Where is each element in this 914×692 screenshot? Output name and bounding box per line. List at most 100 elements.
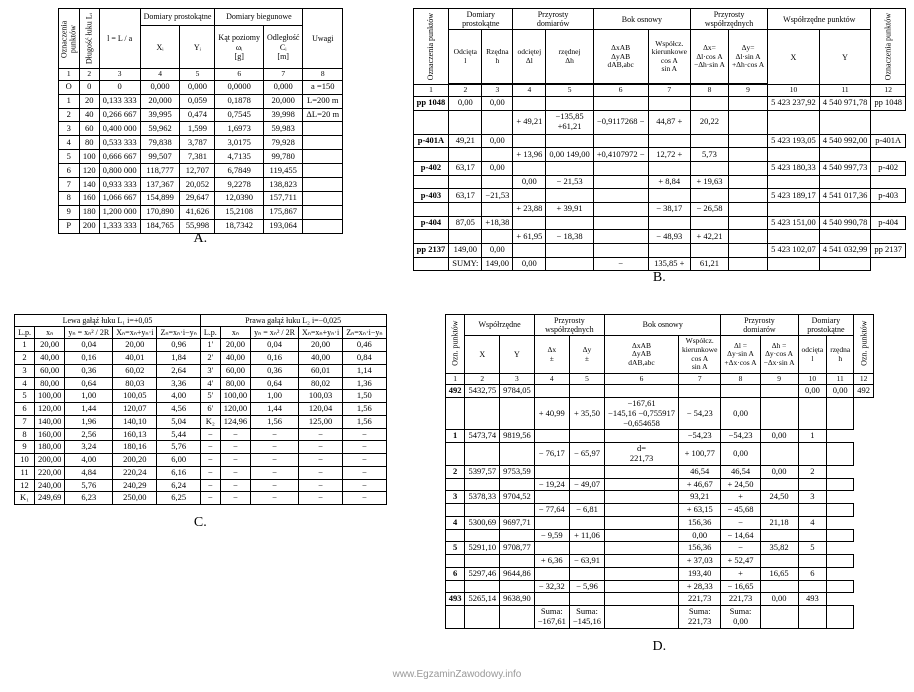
cell: 7,381 bbox=[180, 150, 215, 164]
table-row: 51000,666 66799,5077,3814,713599,780 bbox=[58, 150, 343, 164]
cell: − 9,59 bbox=[534, 529, 569, 542]
cell bbox=[728, 257, 767, 271]
cell: − bbox=[298, 479, 342, 492]
cell: 40,00 bbox=[220, 352, 250, 365]
cell: 156,36 bbox=[679, 516, 721, 529]
table-row: 1200,133 33320,0000,0590,187820,000L=200… bbox=[58, 94, 343, 108]
cell bbox=[648, 243, 690, 257]
cell bbox=[605, 580, 679, 593]
cell: 493 bbox=[445, 593, 465, 606]
cell: 6,16 bbox=[157, 466, 200, 479]
cell: 125,00 bbox=[298, 415, 342, 428]
cell: 193,40 bbox=[679, 567, 721, 580]
table-row: p-40363,17−21,535 423 189,174 541 017,36… bbox=[413, 189, 905, 203]
cell: − bbox=[298, 466, 342, 479]
cell bbox=[605, 542, 679, 555]
cell: 20 bbox=[79, 94, 99, 108]
colnum: 11 bbox=[819, 85, 871, 97]
cell: − 49,07 bbox=[569, 478, 604, 491]
cell: 221,73 bbox=[679, 593, 721, 606]
cell: 160,13 bbox=[113, 428, 157, 441]
table-row: 3600,400 00059,9621,5991,697359,983 bbox=[58, 122, 343, 136]
table-row: 120,000,0420,000,961'20,000,0420,000,46 bbox=[15, 339, 386, 352]
cell bbox=[534, 385, 569, 398]
cell: 5,76 bbox=[157, 441, 200, 454]
colnum: 1 bbox=[445, 373, 465, 385]
cell: 9753,59 bbox=[500, 465, 535, 478]
cell bbox=[768, 175, 820, 189]
cell: − bbox=[721, 542, 760, 555]
cell: + 100,77 bbox=[679, 443, 721, 466]
cell: 0,96 bbox=[157, 339, 200, 352]
cell: 200 bbox=[79, 219, 99, 233]
cell bbox=[605, 491, 679, 504]
cell: 59,962 bbox=[140, 122, 180, 136]
cell: 12 bbox=[15, 479, 35, 492]
cell bbox=[500, 555, 535, 568]
cell bbox=[593, 134, 648, 148]
cell: 240,29 bbox=[113, 479, 157, 492]
cell bbox=[482, 175, 513, 189]
cell: − bbox=[251, 454, 299, 467]
cell: 5,73 bbox=[691, 148, 729, 162]
cell bbox=[605, 465, 679, 478]
cell: 0,36 bbox=[65, 364, 113, 377]
cell bbox=[482, 230, 513, 244]
cell: − 26,58 bbox=[691, 202, 729, 216]
table-row: 6120,001,44120,074,566'120,001,44120,041… bbox=[15, 403, 386, 416]
cell: 0,000 bbox=[180, 80, 215, 94]
cell bbox=[546, 257, 593, 271]
cell: 20,22 bbox=[691, 110, 729, 134]
cell: 5 423 193,05 bbox=[768, 134, 820, 148]
table-row: 10200,004,00200,206,00−−−−− bbox=[15, 454, 386, 467]
cell: 0,00 bbox=[513, 257, 546, 271]
cell: p-402 bbox=[871, 162, 906, 176]
cell bbox=[760, 504, 798, 517]
cell: + bbox=[721, 567, 760, 580]
cell bbox=[768, 230, 820, 244]
cell: 5 423 180,33 bbox=[768, 162, 820, 176]
colnum: 4 bbox=[513, 85, 546, 97]
colnum: 2 bbox=[449, 85, 482, 97]
cell: 0,1878 bbox=[215, 94, 264, 108]
cell: 0,64 bbox=[65, 377, 113, 390]
footer-link[interactable]: www.EgzaminZawodowy.info bbox=[8, 669, 906, 680]
cell bbox=[546, 189, 593, 203]
cell bbox=[827, 580, 854, 593]
table-row: + 6,36− 63,91 + 37,03+ 52,47 bbox=[445, 555, 873, 568]
cell: − 45,68 bbox=[721, 504, 760, 517]
cell: 1,56 bbox=[343, 403, 386, 416]
cell: 0,933 333 bbox=[99, 177, 140, 191]
cell: 1,84 bbox=[157, 352, 200, 365]
cell: 9784,05 bbox=[500, 385, 535, 398]
cell: 0,16 bbox=[251, 352, 299, 365]
cell: − bbox=[298, 454, 342, 467]
cell: − 65,97 bbox=[569, 443, 604, 466]
cell: − 21,53 bbox=[546, 175, 593, 189]
cell: + 63,15 bbox=[679, 504, 721, 517]
colnum: 3 bbox=[99, 69, 140, 81]
cell: ΔL=20 m bbox=[303, 108, 343, 122]
cell: − bbox=[220, 492, 250, 505]
colnum: 6 bbox=[605, 373, 679, 385]
table-row: 0,00− 21,53 + 8,84+ 19,63 bbox=[413, 175, 905, 189]
cell: 2,56 bbox=[65, 428, 113, 441]
cell: 4,00 bbox=[65, 454, 113, 467]
colnum: 1 bbox=[58, 69, 79, 81]
cell: 1,00 bbox=[251, 390, 299, 403]
cell: 0,00 bbox=[721, 398, 760, 430]
cell: 20,00 bbox=[220, 339, 250, 352]
cell bbox=[500, 398, 535, 430]
cell bbox=[605, 593, 679, 606]
table-row: 11220,004,84220,246,16−−−−− bbox=[15, 466, 386, 479]
cell: 100,00 bbox=[35, 390, 65, 403]
cell: 20,00 bbox=[113, 339, 157, 352]
cell bbox=[593, 243, 648, 257]
cell: 138,823 bbox=[263, 177, 302, 191]
cell: 0,00 bbox=[760, 465, 798, 478]
cell: 1 bbox=[798, 430, 827, 443]
col-domprost: Domiary prostokątne bbox=[140, 9, 215, 26]
cell: 99,780 bbox=[263, 150, 302, 164]
cell: + 39,91 bbox=[546, 202, 593, 216]
panel-a: Oznaczeniapunktów Długość łuku Lᵢ l = L … bbox=[8, 8, 393, 286]
